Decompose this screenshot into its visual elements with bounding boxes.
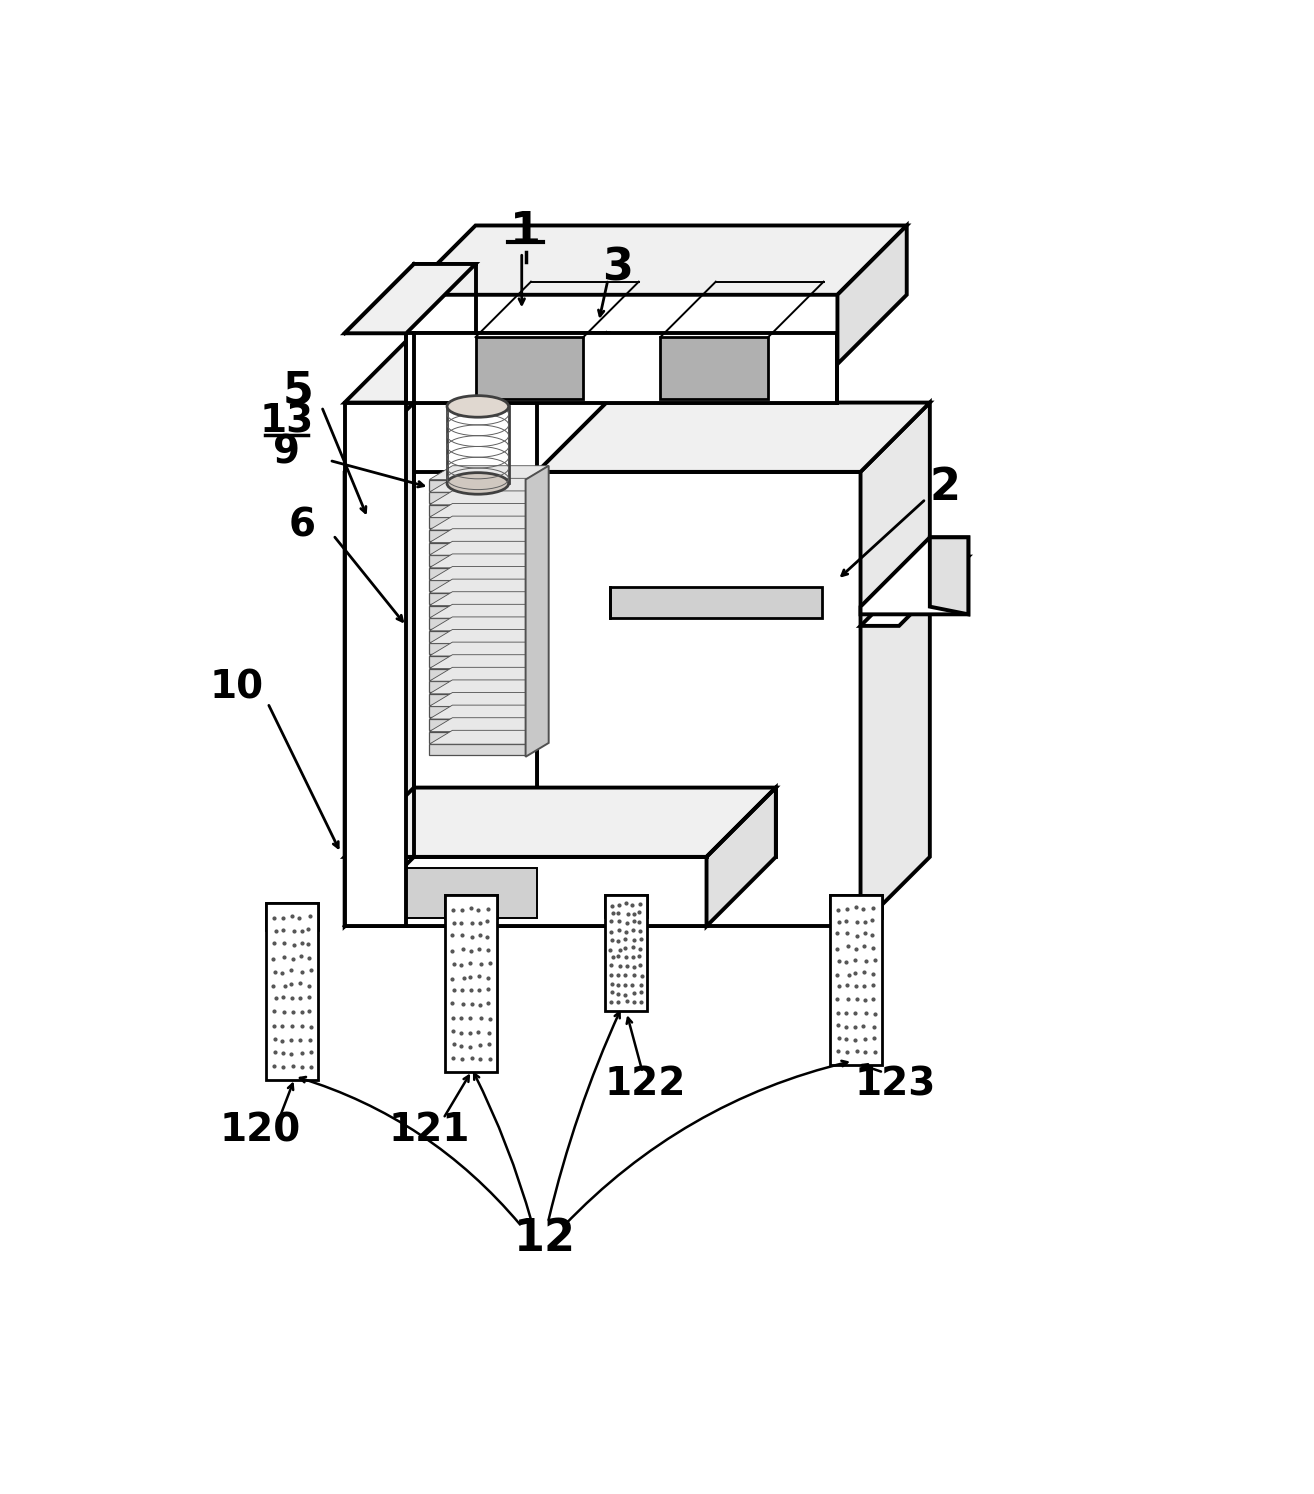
Polygon shape [430, 592, 549, 605]
Polygon shape [430, 717, 549, 732]
Polygon shape [430, 705, 549, 719]
Polygon shape [430, 492, 526, 503]
Text: 5: 5 [283, 369, 314, 412]
Polygon shape [430, 568, 526, 578]
Polygon shape [430, 515, 549, 530]
Polygon shape [344, 402, 414, 926]
Text: 3: 3 [603, 247, 633, 290]
Polygon shape [344, 333, 607, 402]
Polygon shape [430, 719, 526, 731]
Polygon shape [344, 858, 707, 926]
Polygon shape [430, 541, 549, 556]
Polygon shape [610, 587, 823, 619]
Polygon shape [368, 868, 537, 919]
Polygon shape [430, 681, 526, 692]
Polygon shape [430, 605, 526, 617]
Bar [829, 895, 882, 1065]
Bar [604, 895, 648, 1011]
Polygon shape [430, 656, 526, 666]
Polygon shape [861, 557, 968, 626]
Polygon shape [430, 517, 526, 529]
Polygon shape [430, 619, 526, 629]
Polygon shape [430, 580, 549, 593]
Polygon shape [861, 538, 968, 614]
Polygon shape [930, 538, 968, 614]
Polygon shape [430, 556, 526, 566]
Polygon shape [430, 732, 526, 743]
Polygon shape [604, 895, 648, 917]
Polygon shape [430, 530, 526, 541]
Polygon shape [344, 472, 537, 926]
Polygon shape [430, 731, 549, 744]
Polygon shape [430, 529, 549, 542]
Polygon shape [430, 680, 549, 693]
Polygon shape [707, 787, 775, 926]
Polygon shape [430, 566, 549, 580]
Polygon shape [430, 668, 549, 681]
Text: 123: 123 [854, 1065, 936, 1103]
Polygon shape [837, 226, 907, 365]
Text: 121: 121 [389, 1112, 470, 1149]
Polygon shape [661, 338, 769, 399]
Text: 6: 6 [289, 506, 315, 545]
Polygon shape [829, 895, 882, 919]
Polygon shape [430, 693, 526, 705]
Polygon shape [430, 744, 526, 756]
Polygon shape [406, 226, 907, 294]
Polygon shape [430, 630, 526, 642]
Polygon shape [430, 466, 549, 480]
Text: 13: 13 [260, 403, 314, 441]
Polygon shape [430, 642, 549, 656]
Polygon shape [430, 505, 526, 515]
Polygon shape [430, 554, 549, 568]
Text: 122: 122 [604, 1065, 686, 1103]
Text: 12: 12 [514, 1216, 576, 1259]
Polygon shape [430, 503, 549, 517]
Text: 1: 1 [510, 211, 541, 252]
Polygon shape [430, 707, 526, 717]
Polygon shape [430, 542, 526, 554]
Ellipse shape [447, 396, 509, 417]
Text: 120: 120 [219, 1112, 301, 1149]
Polygon shape [430, 604, 549, 619]
Polygon shape [430, 669, 526, 680]
Polygon shape [537, 472, 861, 926]
Polygon shape [430, 617, 549, 630]
Polygon shape [430, 492, 549, 505]
Polygon shape [267, 902, 318, 931]
Polygon shape [861, 402, 930, 926]
Polygon shape [526, 466, 549, 757]
Ellipse shape [447, 472, 509, 495]
Polygon shape [444, 895, 497, 919]
Polygon shape [537, 402, 930, 472]
Polygon shape [430, 478, 549, 492]
Text: 2: 2 [930, 466, 961, 509]
Polygon shape [344, 787, 775, 858]
Polygon shape [344, 402, 406, 926]
Polygon shape [476, 338, 583, 399]
Polygon shape [430, 654, 549, 669]
Bar [444, 895, 497, 1073]
Polygon shape [430, 593, 526, 604]
Polygon shape [344, 264, 476, 333]
Bar [267, 902, 318, 1080]
Polygon shape [430, 629, 549, 644]
Polygon shape [430, 480, 526, 490]
Polygon shape [406, 333, 837, 402]
Text: 10: 10 [210, 668, 264, 707]
Text: 9: 9 [273, 433, 301, 472]
Polygon shape [430, 644, 526, 654]
Polygon shape [430, 693, 549, 707]
Polygon shape [430, 580, 526, 592]
